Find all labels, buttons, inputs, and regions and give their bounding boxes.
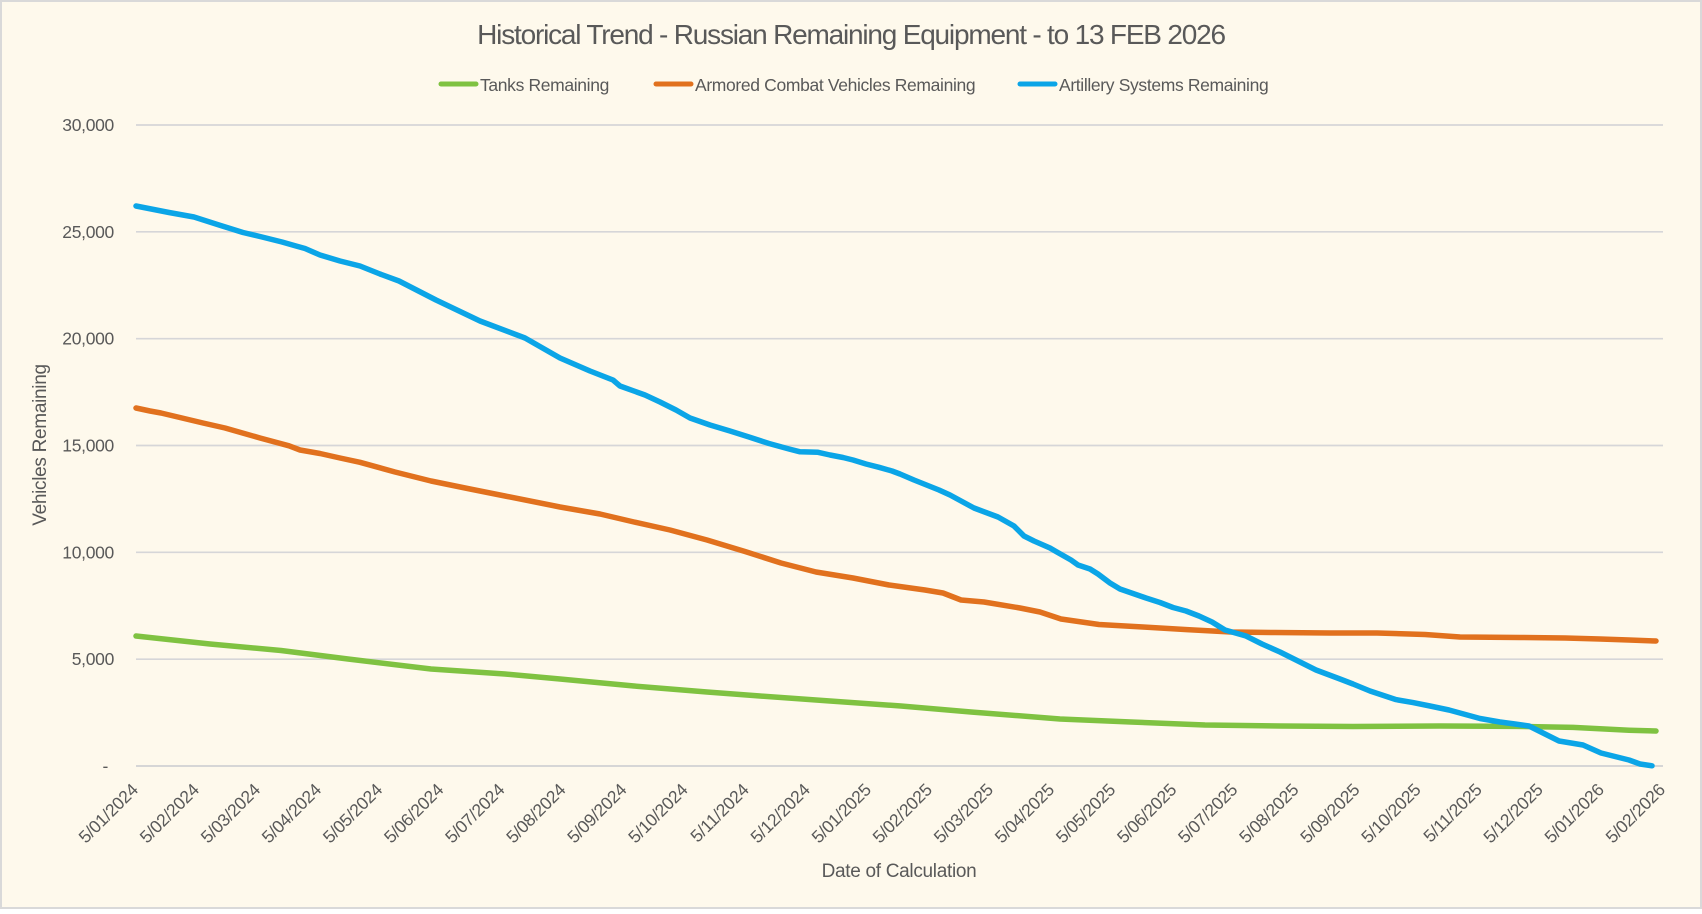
- svg-text:25,000: 25,000: [62, 222, 114, 242]
- svg-text:30,000: 30,000: [62, 115, 114, 135]
- svg-text:5,000: 5,000: [72, 649, 115, 669]
- svg-text:-: -: [102, 756, 108, 776]
- svg-text:Tanks Remaining: Tanks Remaining: [480, 75, 609, 95]
- svg-text:Historical Trend - Russian Rem: Historical Trend - Russian Remaining Equ…: [477, 19, 1225, 50]
- svg-text:Armored Combat Vehicles Remain: Armored Combat Vehicles Remaining: [695, 75, 975, 95]
- svg-text:Artillery Systems Remaining: Artillery Systems Remaining: [1059, 75, 1268, 95]
- svg-text:10,000: 10,000: [62, 542, 114, 562]
- svg-text:Date of Calculation: Date of Calculation: [822, 861, 977, 882]
- svg-text:15,000: 15,000: [62, 436, 114, 456]
- svg-text:20,000: 20,000: [62, 329, 114, 349]
- svg-text:Vehicles Remaining: Vehicles Remaining: [30, 364, 51, 525]
